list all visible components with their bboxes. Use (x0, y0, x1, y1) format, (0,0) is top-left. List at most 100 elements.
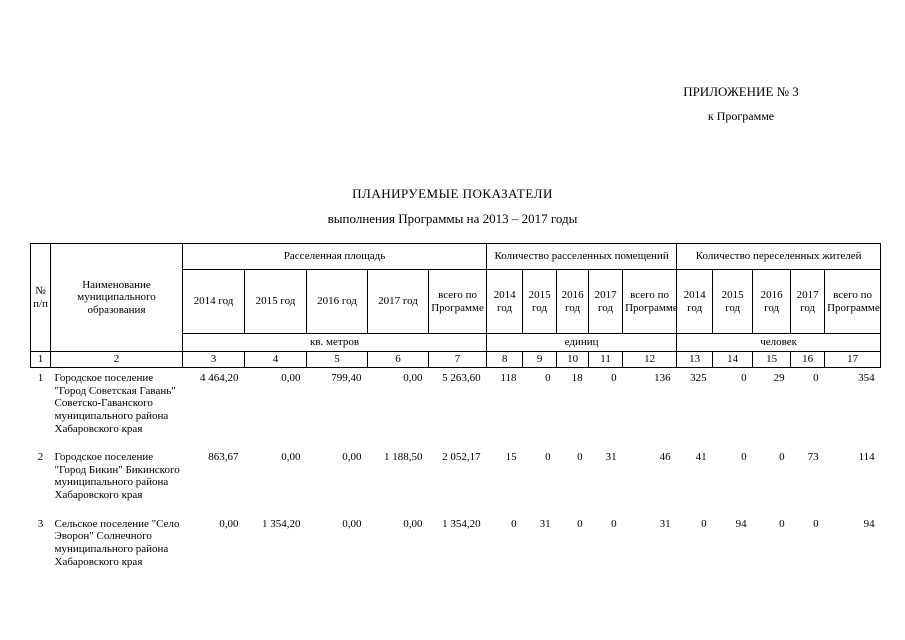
value-cell: 1 354,20 (262, 517, 301, 530)
colnum-cell: 9 (522, 351, 558, 368)
colnum-cell: 2 (50, 351, 183, 368)
row-number: 2 (37, 451, 44, 464)
appendix-subtitle: к Программе (707, 109, 775, 123)
header-year-row: 2014 год 2015 год 2016 год 2017 год всег… (31, 269, 882, 334)
municipality-name: Сельское поселение "Село Эворон" Солнечн… (54, 517, 180, 568)
header-unit-residents: человек (676, 333, 882, 352)
header-total-cell: всего по Программе (824, 269, 882, 334)
document-title-block: ПЛАНИРУЕМЫЕ ПОКАЗАТЕЛИ выполнения Програ… (0, 186, 905, 227)
header-year-cell: 2014 год (486, 269, 524, 334)
header-municipality: Наименование муниципального образования (50, 243, 183, 352)
value-cell: 0 (741, 451, 747, 464)
value-cell: 354 (858, 372, 875, 384)
colnum-cell: 8 (486, 351, 524, 368)
header-year-cell: 2016 год (306, 269, 368, 334)
document-subtitle: выполнения Программы на 2013 – 2017 годы (327, 211, 578, 226)
table-header: № п/п Наименование муниципального образо… (30, 243, 882, 368)
value-cell: 41 (695, 451, 707, 464)
value-cell: 863,67 (208, 451, 239, 464)
value-cell: 114 (858, 451, 875, 464)
colnum-cell: 15 (752, 351, 792, 368)
value-cell: 0 (611, 372, 617, 384)
table-row: 2 Городское поселение "Город Бикин" Бики… (31, 447, 881, 514)
value-cell: 1 188,50 (384, 451, 423, 464)
colnum-cell: 7 (427, 351, 488, 368)
header-year-cell: 2017 год (367, 269, 429, 334)
value-cell: 31 (659, 517, 671, 530)
header-row-number: № п/п (30, 243, 51, 352)
value-cell: 46 (659, 451, 671, 464)
value-cell: 0 (545, 372, 551, 384)
value-cell: 0 (577, 517, 583, 530)
colnum-cell: 14 (712, 351, 754, 368)
header-group-area: Расселенная площадь (181, 243, 488, 270)
colnum-cell: 16 (790, 351, 826, 368)
value-cell: 0,00 (281, 372, 301, 384)
row-number: 1 (37, 372, 44, 384)
header-year-cell: 2017 год (588, 269, 624, 334)
municipality-name: Городское поселение "Город Советская Гав… (54, 372, 176, 435)
value-cell: 0 (611, 517, 617, 530)
value-cell: 325 (690, 372, 707, 384)
value-cell: 0 (779, 451, 785, 464)
value-cell: 0 (813, 372, 819, 384)
header-total-cell: всего по Программе (622, 269, 678, 334)
value-cell: 0,00 (219, 517, 239, 530)
header-group-premises: Количество расселенных помещений (486, 243, 678, 270)
row-number: 3 (37, 517, 44, 530)
header-year-cell: 2016 год (752, 269, 792, 334)
colnum-cell: 12 (622, 351, 678, 368)
header-year-cell: 2015 год (712, 269, 754, 334)
value-cell: 2 052,17 (442, 451, 481, 464)
value-cell: 31 (605, 451, 617, 464)
header-year-cell: 2015 год (244, 269, 307, 334)
colnum-cell: 3 (182, 351, 245, 368)
value-cell: 18 (571, 372, 583, 384)
indicators-table: № п/п Наименование муниципального образо… (30, 243, 882, 580)
value-cell: 1 354,20 (442, 517, 481, 530)
value-cell: 0,00 (403, 372, 423, 384)
value-cell: 94 (863, 517, 875, 530)
header-group-residents: Количество переселенных жителей (676, 243, 882, 270)
colnum-cell: 10 (556, 351, 590, 368)
value-cell: 118 (500, 372, 517, 384)
value-cell: 94 (735, 517, 747, 530)
value-cell: 0 (577, 451, 583, 464)
value-cell: 5 263,60 (442, 372, 481, 384)
value-cell: 29 (773, 372, 785, 384)
appendix-title: ПРИЛОЖЕНИЕ № 3 (683, 84, 799, 99)
header-year-cell: 2017 год (790, 269, 826, 334)
table-row: 1 Городское поселение "Город Советская Г… (31, 368, 881, 448)
header-total-cell: всего по Программе (427, 269, 488, 334)
appendix-block: ПРИЛОЖЕНИЕ № 3 к Программе (636, 84, 846, 124)
header-year-cell: 2014 год (182, 269, 245, 334)
header-year-cell: 2014 год (676, 269, 714, 334)
document-title: ПЛАНИРУЕМЫЕ ПОКАЗАТЕЛИ (352, 186, 553, 201)
colnum-cell: 5 (306, 351, 368, 368)
header-colnum-row: 1 2 3 4 5 6 7 8 9 10 11 12 13 14 15 16 1… (30, 351, 882, 368)
value-cell: 0 (779, 517, 785, 530)
colnum-cell: 11 (588, 351, 624, 368)
value-cell: 4 464,20 (200, 372, 239, 384)
header-unit-premises: единиц (486, 333, 678, 352)
header-year-cell: 2015 год (522, 269, 558, 334)
colnum-cell: 4 (244, 351, 307, 368)
header-year-cell: 2016 год (556, 269, 590, 334)
value-cell: 0,00 (342, 517, 362, 530)
colnum-cell: 1 (30, 351, 51, 368)
value-cell: 15 (505, 451, 517, 464)
value-cell: 31 (539, 517, 551, 530)
value-cell: 0,00 (403, 517, 423, 530)
value-cell: 0 (511, 517, 517, 530)
header-unit-row: кв. метров единиц человек (31, 333, 882, 352)
municipality-name: Городское поселение "Город Бикин" Бикинс… (54, 451, 180, 502)
value-cell: 0 (545, 451, 551, 464)
header-group-row: № п/п Наименование муниципального образо… (30, 243, 882, 352)
value-cell: 0 (813, 517, 819, 530)
colnum-cell: 13 (676, 351, 714, 368)
value-cell: 73 (807, 451, 819, 464)
colnum-cell: 6 (367, 351, 429, 368)
value-cell: 136 (654, 372, 671, 384)
header-unit-area: кв. метров (181, 333, 488, 352)
